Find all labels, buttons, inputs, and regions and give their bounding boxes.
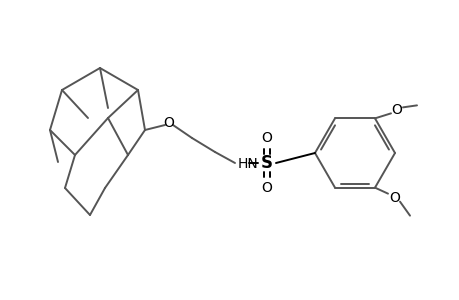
Text: O: O	[391, 103, 402, 117]
Text: O: O	[261, 181, 272, 195]
Text: O: O	[163, 116, 174, 130]
Text: S: S	[260, 154, 272, 172]
Text: HN: HN	[237, 157, 258, 171]
Text: O: O	[261, 131, 272, 145]
Text: O: O	[389, 190, 400, 205]
